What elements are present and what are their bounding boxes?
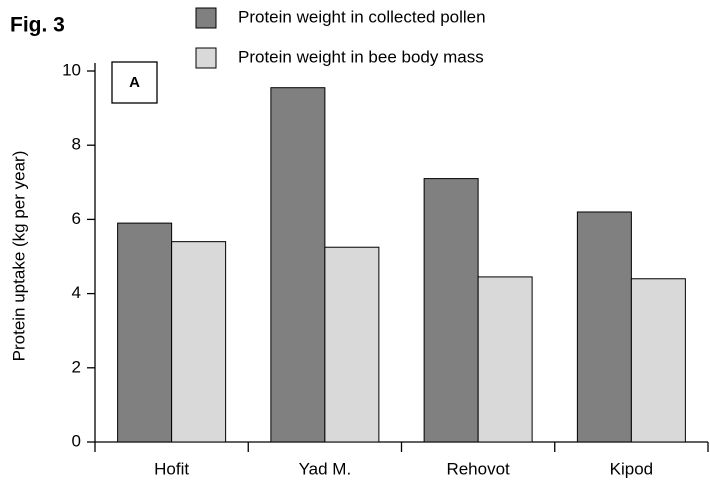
y-tick-label: 4 <box>72 283 81 302</box>
y-tick-label: 10 <box>62 60 81 79</box>
bar <box>423 178 479 443</box>
y-tick-label: 8 <box>72 135 81 154</box>
bar <box>270 87 326 443</box>
bar <box>630 278 686 443</box>
bar <box>477 276 533 443</box>
legend-swatch <box>195 7 217 29</box>
bar <box>171 241 227 443</box>
y-tick-label: 6 <box>72 209 81 228</box>
y-tick-label: 0 <box>72 431 81 450</box>
x-tick-label: Kipod <box>610 459 653 478</box>
x-tick-label: Rehovot <box>446 459 510 478</box>
y-axis-label: Protein uptake (kg per year) <box>9 151 28 362</box>
legend-swatch <box>195 47 217 69</box>
x-tick-label: Hofit <box>154 459 189 478</box>
y-tick-label: 2 <box>72 357 81 376</box>
legend-label: Protein weight in bee body mass <box>238 47 484 66</box>
chart-title: Fig. 3 <box>10 14 65 37</box>
bar <box>117 222 173 443</box>
x-tick-label: Yad M. <box>299 459 352 478</box>
panel-box <box>111 61 158 104</box>
panel-label: A <box>129 74 140 91</box>
bar <box>324 246 380 443</box>
bar <box>576 211 632 443</box>
legend-label: Protein weight in collected pollen <box>238 7 486 26</box>
